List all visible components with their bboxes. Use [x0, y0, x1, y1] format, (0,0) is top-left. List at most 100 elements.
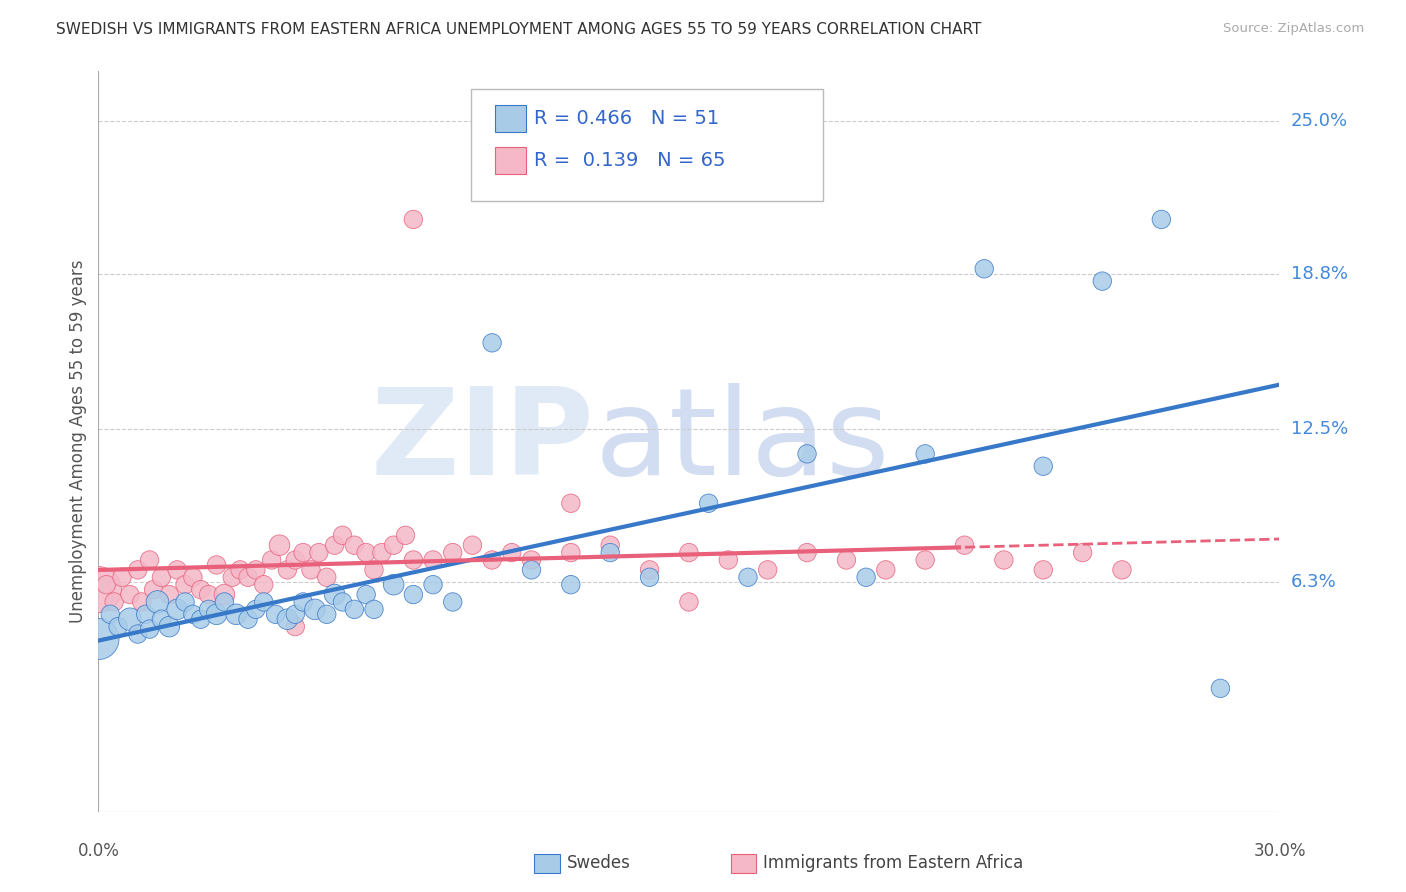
Point	[142, 582, 165, 597]
Text: Source: ZipAtlas.com: Source: ZipAtlas.com	[1223, 22, 1364, 36]
Point	[225, 607, 247, 622]
Point	[520, 563, 543, 577]
Point	[835, 553, 858, 567]
Point	[150, 612, 173, 626]
Point	[315, 607, 337, 622]
Point	[253, 577, 276, 591]
Point	[363, 602, 385, 616]
Point	[481, 335, 503, 350]
Point	[292, 546, 315, 560]
Point	[292, 595, 315, 609]
Point	[560, 577, 582, 591]
Point	[150, 570, 173, 584]
Point	[138, 622, 160, 636]
Point	[1091, 274, 1114, 288]
Point	[481, 553, 503, 567]
Point	[520, 553, 543, 567]
Text: Immigrants from Eastern Africa: Immigrants from Eastern Africa	[763, 855, 1024, 872]
Point	[1150, 212, 1173, 227]
Point	[1071, 546, 1094, 560]
Point	[343, 538, 366, 552]
Point	[1209, 681, 1232, 696]
Point	[638, 563, 661, 577]
Point	[87, 582, 110, 597]
Point	[875, 563, 897, 577]
Point	[284, 553, 307, 567]
Point	[118, 588, 141, 602]
Point	[205, 558, 228, 572]
Point	[461, 538, 484, 552]
Text: 18.8%: 18.8%	[1291, 265, 1347, 283]
Text: ZIP: ZIP	[371, 383, 595, 500]
Point	[103, 595, 125, 609]
Point	[1032, 563, 1054, 577]
Point	[315, 570, 337, 584]
Point	[354, 546, 377, 560]
Point	[245, 563, 267, 577]
Point	[354, 588, 377, 602]
Point	[402, 588, 425, 602]
Point	[166, 602, 188, 616]
Point	[146, 595, 169, 609]
Point	[214, 588, 236, 602]
Text: atlas: atlas	[595, 383, 890, 500]
Point	[197, 602, 219, 616]
Y-axis label: Unemployment Among Ages 55 to 59 years: Unemployment Among Ages 55 to 59 years	[69, 260, 87, 624]
Point	[402, 212, 425, 227]
Point	[363, 563, 385, 577]
Point	[245, 602, 267, 616]
Point	[304, 602, 326, 616]
Point	[371, 546, 394, 560]
Point	[236, 570, 259, 584]
Point	[1111, 563, 1133, 577]
Point	[276, 563, 298, 577]
Point	[87, 632, 110, 646]
Text: Swedes: Swedes	[567, 855, 630, 872]
Point	[343, 602, 366, 616]
Point	[638, 570, 661, 584]
Point	[98, 607, 121, 622]
Point	[599, 538, 621, 552]
Point	[107, 620, 129, 634]
Text: 6.3%: 6.3%	[1291, 574, 1336, 591]
Point	[422, 553, 444, 567]
Point	[599, 546, 621, 560]
Point	[914, 553, 936, 567]
Point	[560, 546, 582, 560]
Point	[229, 563, 252, 577]
Point	[323, 538, 346, 552]
Point	[284, 607, 307, 622]
Point	[501, 546, 523, 560]
Point	[197, 588, 219, 602]
Point	[394, 528, 416, 542]
Point	[264, 607, 287, 622]
Point	[560, 496, 582, 510]
Text: 0.0%: 0.0%	[77, 842, 120, 860]
Point	[276, 612, 298, 626]
Point	[190, 582, 212, 597]
Point	[135, 607, 157, 622]
Point	[678, 595, 700, 609]
Point	[914, 447, 936, 461]
Text: R =  0.139   N = 65: R = 0.139 N = 65	[534, 151, 725, 170]
Point	[260, 553, 283, 567]
Text: R = 0.466   N = 51: R = 0.466 N = 51	[534, 109, 720, 128]
Point	[332, 528, 354, 542]
Text: SWEDISH VS IMMIGRANTS FROM EASTERN AFRICA UNEMPLOYMENT AMONG AGES 55 TO 59 YEARS: SWEDISH VS IMMIGRANTS FROM EASTERN AFRIC…	[56, 22, 981, 37]
Point	[181, 570, 204, 584]
Point	[174, 577, 197, 591]
Point	[678, 546, 700, 560]
Text: 25.0%: 25.0%	[1291, 112, 1348, 129]
Point	[796, 546, 818, 560]
Text: 12.5%: 12.5%	[1291, 420, 1348, 438]
Point	[402, 553, 425, 567]
Point	[127, 563, 149, 577]
Point	[323, 588, 346, 602]
Point	[284, 620, 307, 634]
Point	[236, 612, 259, 626]
Point	[382, 577, 405, 591]
Point	[441, 546, 464, 560]
Point	[441, 595, 464, 609]
Point	[737, 570, 759, 584]
Point	[221, 570, 243, 584]
